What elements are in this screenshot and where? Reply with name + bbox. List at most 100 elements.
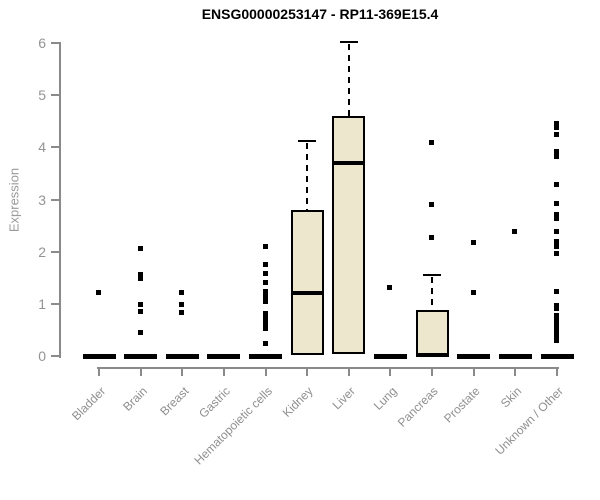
boxplot-zero-bar — [373, 353, 407, 359]
outlier-point — [554, 181, 559, 187]
x-axis-tick — [431, 367, 434, 376]
y-axis-tick — [51, 302, 60, 305]
boxplot-whisker-cap — [339, 40, 358, 43]
outlier-point — [262, 261, 268, 267]
y-axis-tick — [51, 42, 60, 44]
y-tick-label: 2 — [38, 243, 46, 260]
outlier-point — [262, 298, 268, 304]
boxplot-whisker — [347, 43, 350, 117]
outlier-point — [262, 244, 268, 250]
boxplot-zero-bar — [457, 353, 491, 359]
boxplot-zero-bar — [498, 353, 532, 359]
boxplot-box — [290, 209, 324, 355]
y-tick-label: 5 — [38, 87, 46, 104]
outlier-point — [554, 318, 559, 324]
outlier-point — [554, 239, 559, 245]
boxplot-zero-bar — [540, 353, 574, 359]
outlier-point — [512, 228, 518, 234]
x-tick-label: Liver — [329, 384, 358, 413]
x-axis-tick — [98, 367, 100, 376]
outlier-point — [262, 325, 268, 331]
boxplot-zero-bar — [165, 353, 199, 359]
x-tick-label: Lung — [370, 384, 400, 413]
y-axis-tick — [51, 146, 60, 149]
outlier-point — [262, 289, 268, 295]
y-axis-tick — [51, 94, 60, 97]
outlier-point — [554, 313, 559, 319]
outlier-point — [554, 153, 559, 159]
x-axis-tick — [556, 367, 558, 376]
y-tick-label: 4 — [38, 139, 46, 156]
outlier-point — [179, 290, 185, 296]
y-tick-label: 1 — [38, 295, 46, 312]
outlier-point — [554, 244, 559, 250]
x-axis-line — [97, 367, 559, 369]
outlier-point — [554, 303, 559, 309]
outlier-point — [262, 271, 268, 277]
outlier-point — [554, 124, 559, 130]
boxplot-box — [415, 310, 449, 355]
outlier-point — [554, 330, 559, 336]
y-tick-label: 0 — [38, 348, 46, 364]
outlier-point — [262, 294, 268, 300]
outlier-point — [554, 120, 559, 126]
x-axis-tick — [472, 367, 475, 376]
boxplot-whisker-cap — [423, 274, 442, 277]
outlier-point — [554, 334, 559, 340]
outlier-point — [137, 246, 143, 252]
boxplot-zero-bar — [207, 353, 241, 359]
x-axis-tick — [514, 367, 517, 376]
outlier-point — [429, 201, 435, 207]
outlier-point — [554, 337, 559, 343]
outlier-point — [262, 314, 268, 320]
x-tick-label: Prostate — [441, 384, 483, 426]
boxplot-median — [332, 160, 366, 165]
y-axis-tick — [51, 355, 60, 357]
boxplot-zero-bar — [249, 353, 283, 359]
x-axis-tick — [181, 367, 184, 376]
x-axis-tick — [306, 367, 309, 376]
outlier-point — [262, 318, 268, 324]
outlier-point — [96, 290, 101, 296]
outlier-point — [137, 329, 143, 335]
outlier-point — [429, 235, 435, 241]
outlier-point — [470, 240, 476, 246]
outlier-point — [554, 131, 559, 137]
outlier-point — [554, 251, 559, 257]
boxplot-median — [290, 290, 324, 295]
outlier-point — [179, 310, 185, 316]
outlier-point — [554, 200, 559, 206]
outlier-point — [262, 279, 268, 285]
x-tick-label: Kidney — [280, 384, 317, 420]
x-tick-label: Breast — [156, 384, 192, 419]
outlier-point — [262, 311, 268, 317]
x-tick-label: Hematopoietic cells — [190, 384, 275, 468]
outlier-point — [137, 301, 143, 307]
x-tick-label: Brain — [119, 384, 150, 414]
x-axis-tick — [139, 367, 142, 376]
y-axis-line — [59, 42, 61, 358]
outlier-point — [262, 321, 268, 327]
boxplot-zero-bar — [82, 353, 116, 359]
boxplot-whisker — [306, 142, 309, 210]
boxplot-whisker-cap — [298, 139, 317, 142]
outlier-point — [429, 140, 435, 146]
y-axis-tick — [51, 250, 60, 253]
y-tick-label: 3 — [38, 191, 46, 208]
outlier-point — [554, 289, 559, 295]
outlier-point — [262, 341, 268, 346]
outlier-point — [554, 216, 559, 222]
outlier-point — [387, 285, 393, 291]
boxplot-whisker — [431, 277, 434, 311]
x-axis-tick — [222, 367, 225, 376]
chart-title: ENSG00000253147 - RP11-369E15.4 — [201, 6, 439, 22]
outlier-point — [554, 323, 559, 329]
x-axis-tick — [389, 367, 392, 376]
boxplot-zero-bar — [124, 353, 158, 359]
x-axis-tick — [264, 367, 267, 376]
x-axis-tick — [347, 367, 350, 376]
outlier-point — [554, 326, 559, 332]
outlier-point — [179, 301, 185, 307]
outlier-point — [554, 148, 559, 154]
boxplot-median — [415, 352, 449, 357]
